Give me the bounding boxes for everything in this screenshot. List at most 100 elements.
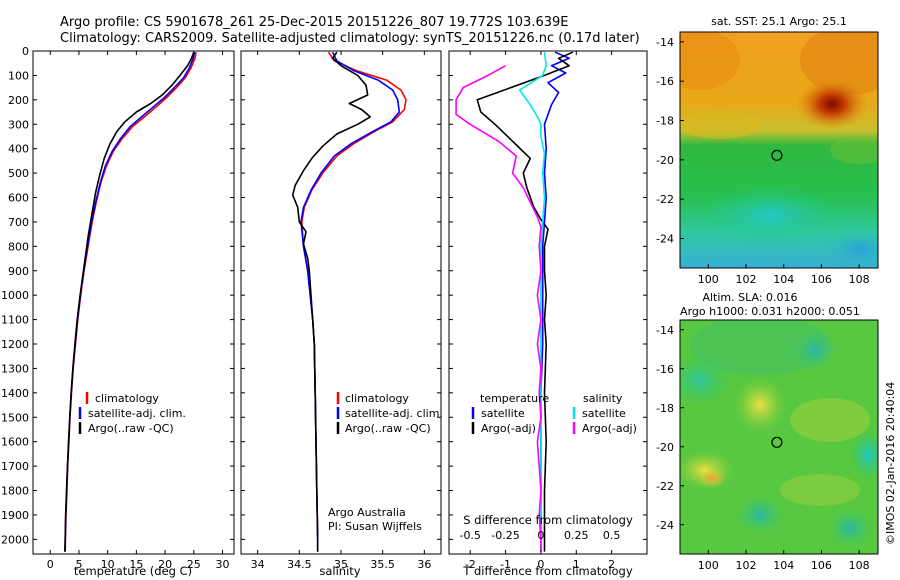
difference-panel	[448, 50, 648, 555]
x-tick-label-top: -0.5	[459, 529, 480, 542]
series-line-argoadj	[476, 51, 574, 552]
sst-map-title: sat. SST: 25.1 Argo: 25.1	[711, 15, 847, 28]
map-x-tick-label: 106	[811, 273, 832, 286]
series-line-argorawqc	[291, 51, 372, 552]
map-y-tick-label: -24	[656, 233, 674, 246]
x-tick-label: 5	[75, 558, 82, 571]
x-tick-label: 34	[251, 558, 265, 571]
sst-heatmap	[680, 32, 878, 268]
map-x-tick-label: 100	[698, 559, 719, 572]
depth-tick-label: 1800	[1, 485, 29, 498]
legend-title-salinity: salinity	[583, 392, 623, 405]
depth-tick-label: 900	[8, 265, 29, 278]
map-y-tick-label: -24	[656, 519, 674, 532]
depth-tick-label: 1400	[1, 387, 29, 400]
series-line-climatology	[300, 51, 407, 552]
legend-label-climatology: climatology	[95, 392, 159, 405]
series-line-argorawqc	[64, 51, 195, 552]
x-axes: 0 5 10 15 20 25 30 34 34.5 35 35.5 36 -2 -1 0 1 2 -0.5 -0.…	[47, 51, 621, 571]
x-tick-label-top: 0.5	[603, 529, 621, 542]
x-tick-label: 20	[158, 558, 172, 571]
map-x-tick-label: 108	[849, 559, 870, 572]
legend-label-sal-satellite: satellite	[582, 407, 626, 420]
depth-tick-label: 400	[8, 143, 29, 156]
sla-heatmap	[680, 320, 878, 554]
x-tick-label: 30	[216, 558, 230, 571]
map-y-tick-label: -22	[656, 193, 674, 206]
x-tick-label: 35	[334, 558, 348, 571]
depth-tick-label: 1600	[1, 436, 29, 449]
depth-tick-label: 1300	[1, 362, 29, 375]
salinity-xlabel: salinity	[319, 564, 360, 578]
map-y-tick-label: -16	[656, 75, 674, 88]
sla-map-title: Altim. SLA: 0.016	[702, 291, 797, 304]
map-y-tick-label: -20	[656, 441, 674, 454]
map-x-tick-label: 106	[811, 559, 832, 572]
legend-label-argo: Argo(..raw -QC)	[88, 422, 174, 435]
depth-tick-label: 800	[8, 240, 29, 253]
x-tick-label-top: 0.25	[564, 529, 589, 542]
depth-tick-label: 1000	[1, 289, 29, 302]
x-tick-label: 15	[129, 558, 143, 571]
series-line-satellite	[518, 52, 548, 552]
salinity-lines	[291, 51, 407, 552]
x-tick-label: -2	[465, 558, 476, 571]
x-tick-label: 1	[573, 558, 580, 571]
sst-map-axes: 100 102 104 106 108 -14 -16 -18 -20 -22 -24	[656, 36, 870, 286]
map-y-tick-label: -18	[656, 402, 674, 415]
depth-tick-label: 1200	[1, 338, 29, 351]
x-tick-label: 35.5	[370, 558, 395, 571]
salinity-panel	[240, 50, 442, 555]
depth-tick-label: 1900	[1, 509, 29, 522]
series-line-argoadj	[455, 64, 542, 552]
x-tick-label: 0	[537, 558, 544, 571]
temperature-lines	[64, 51, 197, 552]
map-x-tick-label: 100	[698, 273, 719, 286]
x-tick-label-top: 0	[537, 529, 544, 542]
map-x-tick-label: 104	[773, 273, 794, 286]
x-tick-label: -1	[500, 558, 511, 571]
map-x-tick-label: 108	[849, 273, 870, 286]
difference-lines	[455, 51, 574, 552]
difference-xlabel: T difference from climatology	[462, 564, 633, 578]
depth-tick-label: 0	[22, 45, 29, 58]
difference-legend: temperature salinity satellite Argo(-adj…	[471, 392, 637, 435]
legend-label-argo: Argo(..raw -QC)	[345, 422, 431, 435]
x-tick-label-top: -0.25	[491, 529, 519, 542]
map-x-tick-label: 102	[736, 273, 757, 286]
temperature-panel	[32, 50, 235, 555]
map-x-tick-label: 102	[736, 559, 757, 572]
pi-note: PI: Susan Wijffels	[328, 520, 422, 533]
figure-title-line2: Climatology: CARS2009. Satellite-adjuste…	[60, 31, 640, 46]
depth-tick-label: 300	[8, 118, 29, 131]
imos-timestamp: ©IMOS 02-Jan-2016 20:40:04	[884, 382, 897, 545]
legend-label-satellite: satellite-adj. clim.	[88, 407, 186, 420]
x-tick-label: 10	[101, 558, 115, 571]
sla-map-axes: 100 102 104 106 108 -14 -16 -18 -20 -22 -24	[656, 324, 870, 572]
depth-tick-label: 1700	[1, 460, 29, 473]
sst-map-frame	[679, 31, 879, 269]
map-y-tick-label: -20	[656, 154, 674, 167]
temperature-xlabel: temperature (deg C)	[74, 564, 192, 578]
depth-axis: 0 100 200 300 400 500 600 700 800 900 1000 1100 1200…	[1, 45, 647, 546]
legend-label-temp-satellite: satellite	[481, 407, 525, 420]
x-tick-label: 34.5	[287, 558, 312, 571]
x-tick-label: 2	[608, 558, 615, 571]
depth-tick-label: 700	[8, 216, 29, 229]
map-y-tick-label: -14	[656, 36, 674, 49]
salinity-legend: climatology satellite-adj. clim. Argo(..…	[328, 392, 443, 533]
sla-map-frame	[679, 319, 879, 555]
difference-xlabel-top: S difference from climatology	[463, 513, 633, 527]
figure-title-line1: Argo profile: CS 5901678_261 25-Dec-2015…	[60, 15, 568, 30]
series-line-satelliteadjclim	[64, 52, 196, 552]
legend-label-satellite: satellite-adj. clim.	[345, 407, 443, 420]
legend-label-temp-argo: Argo(-adj)	[481, 422, 536, 435]
argo-australia-note: Argo Australia	[328, 506, 406, 519]
sla-map-subtitle: Argo h1000: 0.031 h2000: 0.051	[680, 305, 860, 318]
map-y-tick-label: -18	[656, 115, 674, 128]
depth-tick-label: 1500	[1, 411, 29, 424]
depth-tick-label: 2000	[1, 533, 29, 546]
legend-title-temperature: temperature	[480, 392, 549, 405]
map-y-tick-label: -16	[656, 363, 674, 376]
